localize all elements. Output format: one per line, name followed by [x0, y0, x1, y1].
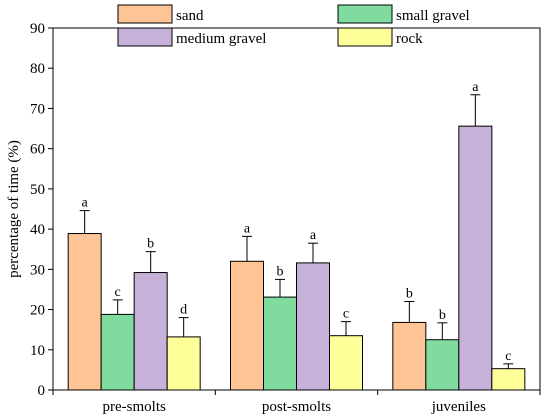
bars: a c b d a b a c b b a c [67, 80, 526, 391]
significance-label: c [505, 349, 511, 364]
significance-label: c [343, 307, 349, 322]
bar-medium-gravel-juveniles [458, 125, 493, 391]
y-tick-label: 40 [30, 222, 45, 238]
bar-small-gravel-post-smolts [263, 296, 297, 391]
bar-rock-juveniles [491, 368, 526, 391]
significance-label: d [180, 303, 187, 318]
legend-swatch-sand [117, 4, 173, 24]
bar-medium-gravel-pre-smolts [133, 272, 168, 391]
legend: sand small gravel medium gravel rock [117, 4, 470, 47]
significance-label: b [439, 308, 446, 323]
bar-small-gravel-juveniles [425, 339, 460, 391]
plot-frame [52, 27, 541, 391]
legend-swatch-medium-gravel [117, 27, 173, 47]
legend-swatch-small-gravel [337, 4, 393, 24]
legend-swatch-rock [337, 27, 393, 47]
y-tick-label: 30 [30, 262, 45, 278]
legend-label-rock: rock [396, 31, 423, 47]
y-tick-label: 20 [30, 303, 45, 319]
significance-label: c [115, 285, 121, 300]
y-tick-label: 50 [30, 182, 45, 198]
bar-sand-juveniles [392, 321, 427, 391]
bar-rock-pre-smolts [166, 336, 201, 391]
y-tick-label: 90 [30, 21, 45, 37]
significance-label: a [244, 221, 251, 236]
y-tick-label: 10 [30, 343, 45, 359]
significance-label: b [406, 287, 413, 302]
significance-label: a [82, 196, 89, 211]
y-axis-title: percentage of time (%) [6, 140, 22, 278]
significance-label: b [147, 237, 154, 252]
legend-label-medium-gravel: medium gravel [176, 31, 266, 47]
x-tick-label: post-smolts [262, 399, 331, 415]
y-tick-label: 60 [30, 142, 45, 158]
axes: pre-smolts post-smolts juveniles 0 10 20 30 40 5… [30, 21, 541, 415]
legend-label-small-gravel: small gravel [396, 8, 470, 24]
bar-sand-pre-smolts [67, 233, 102, 391]
y-tick-label: 80 [30, 61, 45, 77]
bar-rock-post-smolts [329, 335, 363, 391]
x-tick-label: pre-smolts [103, 399, 166, 415]
bar-small-gravel-pre-smolts [100, 313, 135, 391]
y-tick-label: 0 [38, 383, 46, 399]
significance-label: b [277, 264, 284, 279]
bar-medium-gravel-post-smolts [296, 262, 330, 391]
legend-label-sand: sand [176, 8, 204, 24]
x-tick-label: juveniles [431, 399, 486, 415]
y-tick-label: 70 [30, 101, 45, 117]
significance-label: a [472, 80, 479, 95]
bar-sand-post-smolts [230, 260, 264, 391]
significance-label: a [310, 228, 317, 243]
